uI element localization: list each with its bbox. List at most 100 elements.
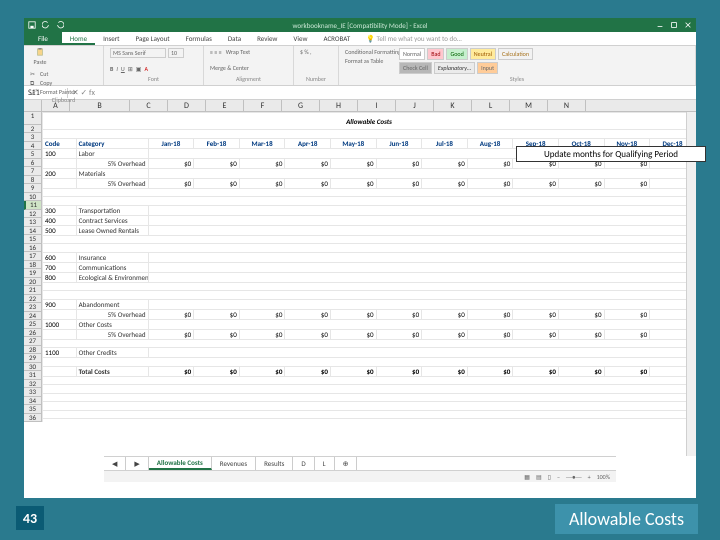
fontcolor-icon[interactable]: A (144, 65, 147, 73)
cell-r23-m6[interactable]: $0 (376, 329, 422, 339)
sheet-tab-d[interactable]: D (293, 457, 314, 470)
cell-r7-m3[interactable]: $0 (239, 178, 285, 188)
tab-view[interactable]: View (285, 32, 315, 45)
col-header-I[interactable]: I (358, 100, 396, 111)
style-exp[interactable]: Explanatory… (434, 62, 475, 74)
sheet-tab-revenues[interactable]: Revenues (212, 457, 256, 470)
zoom-in-button[interactable]: + (588, 473, 591, 481)
sheet-tab-l[interactable]: L (315, 457, 335, 470)
cell-r27-m9[interactable]: $0 (513, 366, 559, 376)
cell-r5-m1[interactable]: $0 (148, 158, 194, 168)
save-icon[interactable] (28, 21, 36, 29)
italic-button[interactable]: I (116, 65, 118, 73)
cell-r23-m8[interactable]: $0 (467, 329, 513, 339)
col-header-L[interactable]: L (472, 100, 510, 111)
style-bad[interactable]: Bad (427, 48, 444, 60)
bold-button[interactable]: B (110, 65, 113, 73)
styles-gallery[interactable]: Normal Bad Good Neutral Calculation Chec… (399, 48, 549, 74)
format-painter-button[interactable]: 🖌Format Painter (30, 88, 76, 96)
cell-r7-m7[interactable]: $0 (422, 178, 468, 188)
cell-r21-m2[interactable]: $0 (194, 309, 240, 319)
underline-button[interactable]: U (121, 65, 125, 73)
cell-r27-m2[interactable]: $0 (194, 366, 240, 376)
cell-r21-m5[interactable]: $0 (330, 309, 376, 319)
cell-r23-m10[interactable]: $0 (558, 329, 604, 339)
redo-icon[interactable] (56, 21, 64, 29)
cell-r23-m1[interactable]: $0 (148, 329, 194, 339)
format-table-button[interactable]: Format as Table (345, 57, 395, 65)
tell-me[interactable]: 💡 Tell me what you want to do… (358, 32, 696, 45)
cell-r27-m4[interactable]: $0 (285, 366, 331, 376)
close-icon[interactable] (684, 21, 692, 29)
tab-review[interactable]: Review (249, 32, 285, 45)
merge-center-button[interactable]: Merge & Center (210, 64, 249, 72)
cell-r23-m7[interactable]: $0 (422, 329, 468, 339)
vertical-scrollbar[interactable] (686, 112, 696, 456)
copy-button[interactable]: ⧉Copy (30, 79, 76, 87)
maximize-icon[interactable] (670, 21, 678, 29)
cell-r21-m4[interactable]: $0 (285, 309, 331, 319)
style-neutral[interactable]: Neutral (470, 48, 496, 60)
zoom-out-button[interactable]: − (557, 473, 560, 481)
cell-r5-m3[interactable]: $0 (239, 158, 285, 168)
cell-r21-m3[interactable]: $0 (239, 309, 285, 319)
cell-r7-m1[interactable]: $0 (148, 178, 194, 188)
cell-r23-m4[interactable]: $0 (285, 329, 331, 339)
cell-r7-m11[interactable]: $0 (604, 178, 650, 188)
style-input[interactable]: Input (477, 62, 498, 74)
cell-r5-m7[interactable]: $0 (422, 158, 468, 168)
tab-acrobat[interactable]: ACROBAT (315, 32, 358, 45)
cell-r27-m5[interactable]: $0 (330, 366, 376, 376)
cell-r23-m5[interactable]: $0 (330, 329, 376, 339)
cell-r5-m8[interactable]: $0 (467, 158, 513, 168)
cell-r5-m4[interactable]: $0 (285, 158, 331, 168)
cell-r27-m1[interactable]: $0 (148, 366, 194, 376)
col-header-C[interactable]: C (130, 100, 168, 111)
cell-r5-m5[interactable]: $0 (330, 158, 376, 168)
sheet-nav-next[interactable]: ▶ (126, 457, 148, 470)
cell-r27-m10[interactable]: $0 (558, 366, 604, 376)
tab-formulas[interactable]: Formulas (178, 32, 220, 45)
tab-home[interactable]: Home (62, 32, 95, 45)
col-header-F[interactable]: F (244, 100, 282, 111)
cell-r27-m3[interactable]: $0 (239, 366, 285, 376)
cell-r5-m2[interactable]: $0 (194, 158, 240, 168)
undo-icon[interactable] (42, 21, 50, 29)
minimize-icon[interactable] (656, 21, 664, 29)
fill-icon[interactable]: ▣ (136, 65, 142, 73)
cell-r7-m8[interactable]: $0 (467, 178, 513, 188)
cell-r5-m6[interactable]: $0 (376, 158, 422, 168)
cell-r7-m5[interactable]: $0 (330, 178, 376, 188)
cell-r7-m9[interactable]: $0 (513, 178, 559, 188)
cell-r7-m6[interactable]: $0 (376, 178, 422, 188)
sheet-nav-prev[interactable]: ◀ (104, 457, 126, 470)
cell-r21-m1[interactable]: $0 (148, 309, 194, 319)
style-check[interactable]: Check Cell (399, 62, 432, 74)
sheet-tab-allowable[interactable]: Allowable Costs (149, 457, 212, 470)
cell-r27-m8[interactable]: $0 (467, 366, 513, 376)
cell-r21-m7[interactable]: $0 (422, 309, 468, 319)
style-good[interactable]: Good (446, 48, 467, 60)
cell-r7-m4[interactable]: $0 (285, 178, 331, 188)
cell-r27-m7[interactable]: $0 (422, 366, 468, 376)
font-family-select[interactable]: MS Sans Serif (110, 48, 166, 58)
new-sheet-button[interactable]: ⊕ (335, 457, 358, 470)
cell-r23-m3[interactable]: $0 (239, 329, 285, 339)
tab-pagelayout[interactable]: Page Layout (128, 32, 178, 45)
cell-r21-m9[interactable]: $0 (513, 309, 559, 319)
cell-r27-m11[interactable]: $0 (604, 366, 650, 376)
cell-r27-m6[interactable]: $0 (376, 366, 422, 376)
cell-r23-m11[interactable]: $0 (604, 329, 650, 339)
cell-r21-m6[interactable]: $0 (376, 309, 422, 319)
col-header-M[interactable]: M (510, 100, 548, 111)
view-break-icon[interactable]: ▯ (548, 473, 551, 481)
font-size-select[interactable]: 10 (168, 48, 184, 58)
style-normal[interactable]: Normal (399, 48, 425, 60)
tab-data[interactable]: Data (220, 32, 249, 45)
cut-button[interactable]: ✂Cut (30, 70, 76, 78)
cell-r7-m10[interactable]: $0 (558, 178, 604, 188)
wrap-text-button[interactable]: Wrap Text (226, 48, 250, 56)
cell-r23-m2[interactable]: $0 (194, 329, 240, 339)
cell-r21-m10[interactable]: $0 (558, 309, 604, 319)
col-header-J[interactable]: J (396, 100, 434, 111)
